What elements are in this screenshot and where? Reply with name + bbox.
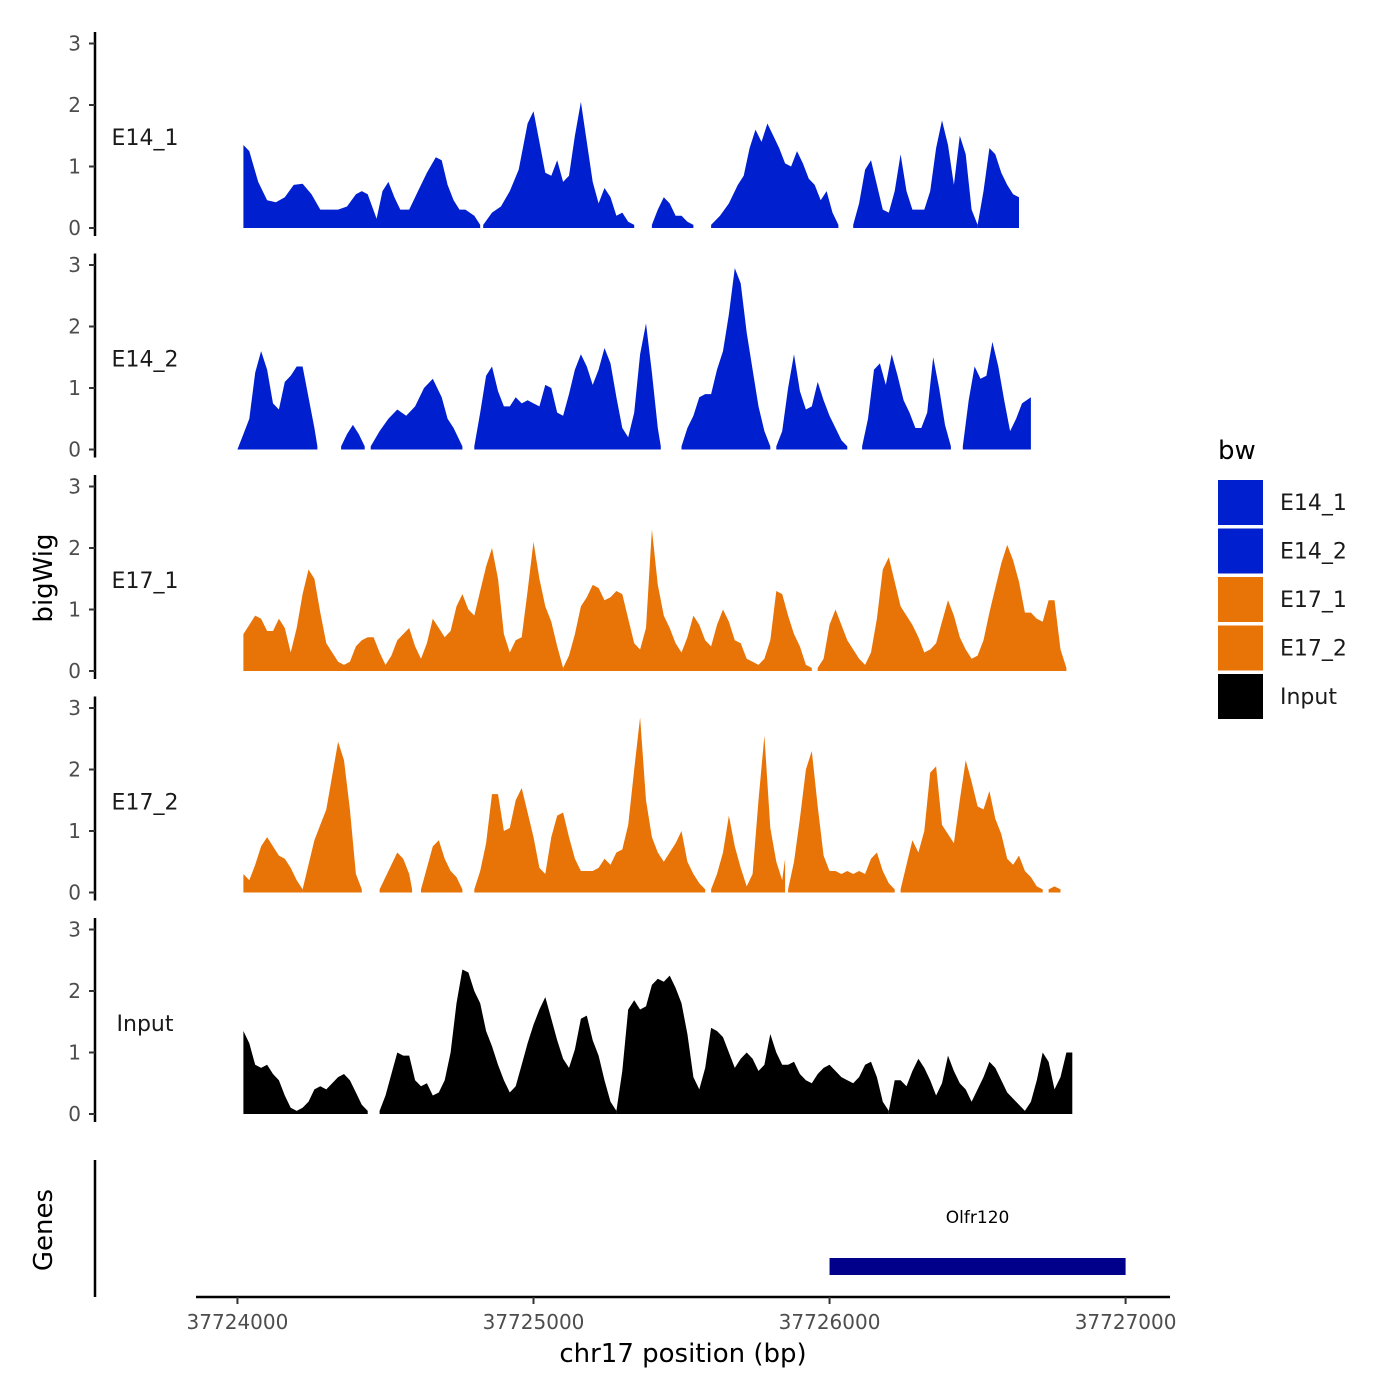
coverage-area-input [379,969,617,1114]
y-tick-label: 0 [68,881,81,905]
coverage-area-e14-1 [977,148,1019,228]
legend: bw E14_1 E14_2 E17_1 E17_2 Input [1218,436,1347,719]
coverage-area-e14-1 [483,101,635,228]
y-tick-label: 3 [68,696,81,720]
gene-label: Olfr120 [946,1208,1010,1228]
bigwig-tracks: 0 1 2 3 E14_1 0 1 2 3 E14_2 0 1 2 3 E17_1 0 1 2 3 E17_2 0 1 2 3… [68,32,1073,1126]
x-axis: 37724000 37725000 37726000 37727000 [187,1295,1177,1334]
y-tick-label: 2 [68,93,81,117]
track-label: E14_1 [112,126,179,151]
coverage-area-e17-2 [1048,886,1061,893]
gene-panel-title: Genes [29,1189,59,1271]
gene-body [829,1258,1126,1275]
x-tick-label: 37726000 [779,1310,881,1334]
x-tick-label: 37727000 [1075,1310,1177,1334]
track-e14-1: 0 1 2 3 E14_1 [68,32,1019,240]
y-tick-label: 1 [68,819,81,843]
track-e14-2: 0 1 2 3 E14_2 [68,253,1031,462]
y-tick-label: 3 [68,475,81,499]
y-tick-label: 1 [68,598,81,622]
track-e17-1: 0 1 2 3 E17_1 [68,475,1067,683]
coverage-area-e17-2 [900,760,1043,893]
coverage-area-e17-2 [474,717,706,893]
track-label: E14_2 [112,348,179,373]
x-tick-label: 37725000 [483,1310,585,1334]
y-tick-label: 2 [68,315,81,339]
y-tick-label: 1 [68,1041,81,1065]
legend-label: Input [1280,685,1337,710]
y-tick-label: 0 [68,216,81,240]
coverage-area-e14-2 [237,351,318,450]
y-tick-label: 2 [68,979,81,1003]
legend-label: E14_1 [1280,491,1347,516]
coverage-area-e14-2 [370,378,463,450]
y-tick-label: 1 [68,155,81,179]
coverage-area-e17-2 [421,840,463,893]
coverage-area-e17-2 [243,837,303,893]
coverage-area-e14-2 [341,424,365,450]
y-tick-label: 2 [68,536,81,560]
y-tick-label: 1 [68,376,81,400]
y-tick-label: 0 [68,438,81,462]
coverage-area-e14-1 [853,120,978,228]
coverage-area-e14-2 [862,354,951,450]
gene-panel: Olfr120 [93,1160,1126,1297]
legend-key-e14-1 [1218,480,1263,525]
coverage-area-e14-1 [711,123,839,228]
y-tick-label: 3 [68,918,81,942]
x-axis-title: chr17 position (bp) [559,1339,806,1369]
legend-key-e17-1 [1218,577,1263,622]
coverage-area-e17-2 [302,741,362,893]
coverage-area-e14-2 [776,354,848,450]
coverage-area-e14-2 [681,268,771,450]
coverage-area-e17-2 [711,735,786,893]
coverage-area-e14-2 [474,323,661,450]
track-e17-2: 0 1 2 3 E17_2 [68,696,1061,905]
coverage-area-input [243,1031,368,1114]
y-tick-label: 3 [68,32,81,56]
y-tick-label: 2 [68,758,81,782]
coverage-area-e17-1 [817,544,1067,671]
y-axis-title: bigWig [29,533,59,622]
y-tick-label: 0 [68,1102,81,1126]
legend-key-e14-2 [1218,528,1263,574]
y-tick-label: 0 [68,659,81,683]
coverage-area-e17-1 [563,529,812,671]
coverage-area-e14-1 [243,145,481,228]
coverage-area-e17-2 [379,852,413,893]
track-label: Input [117,1012,174,1037]
y-tick-label: 3 [68,253,81,277]
coverage-area-input [888,1052,1073,1114]
legend-key-input [1218,674,1263,719]
legend-label: E17_1 [1280,588,1347,613]
coverage-area-e17-1 [243,541,564,671]
legend-label: E14_2 [1280,540,1347,565]
legend-title: bw [1218,436,1256,466]
x-tick-label: 37724000 [187,1310,289,1334]
coverage-area-input [616,975,889,1114]
legend-key-e17-2 [1218,625,1263,671]
coverage-area-e14-2 [962,341,1031,450]
legend-label: E17_2 [1280,637,1347,662]
coverage-area-e14-1 [651,197,694,228]
track-label: E17_1 [112,569,179,594]
track-label: E17_2 [112,791,179,816]
track-input: 0 1 2 3 Input [68,918,1073,1126]
coverage-area-e17-2 [788,751,895,893]
